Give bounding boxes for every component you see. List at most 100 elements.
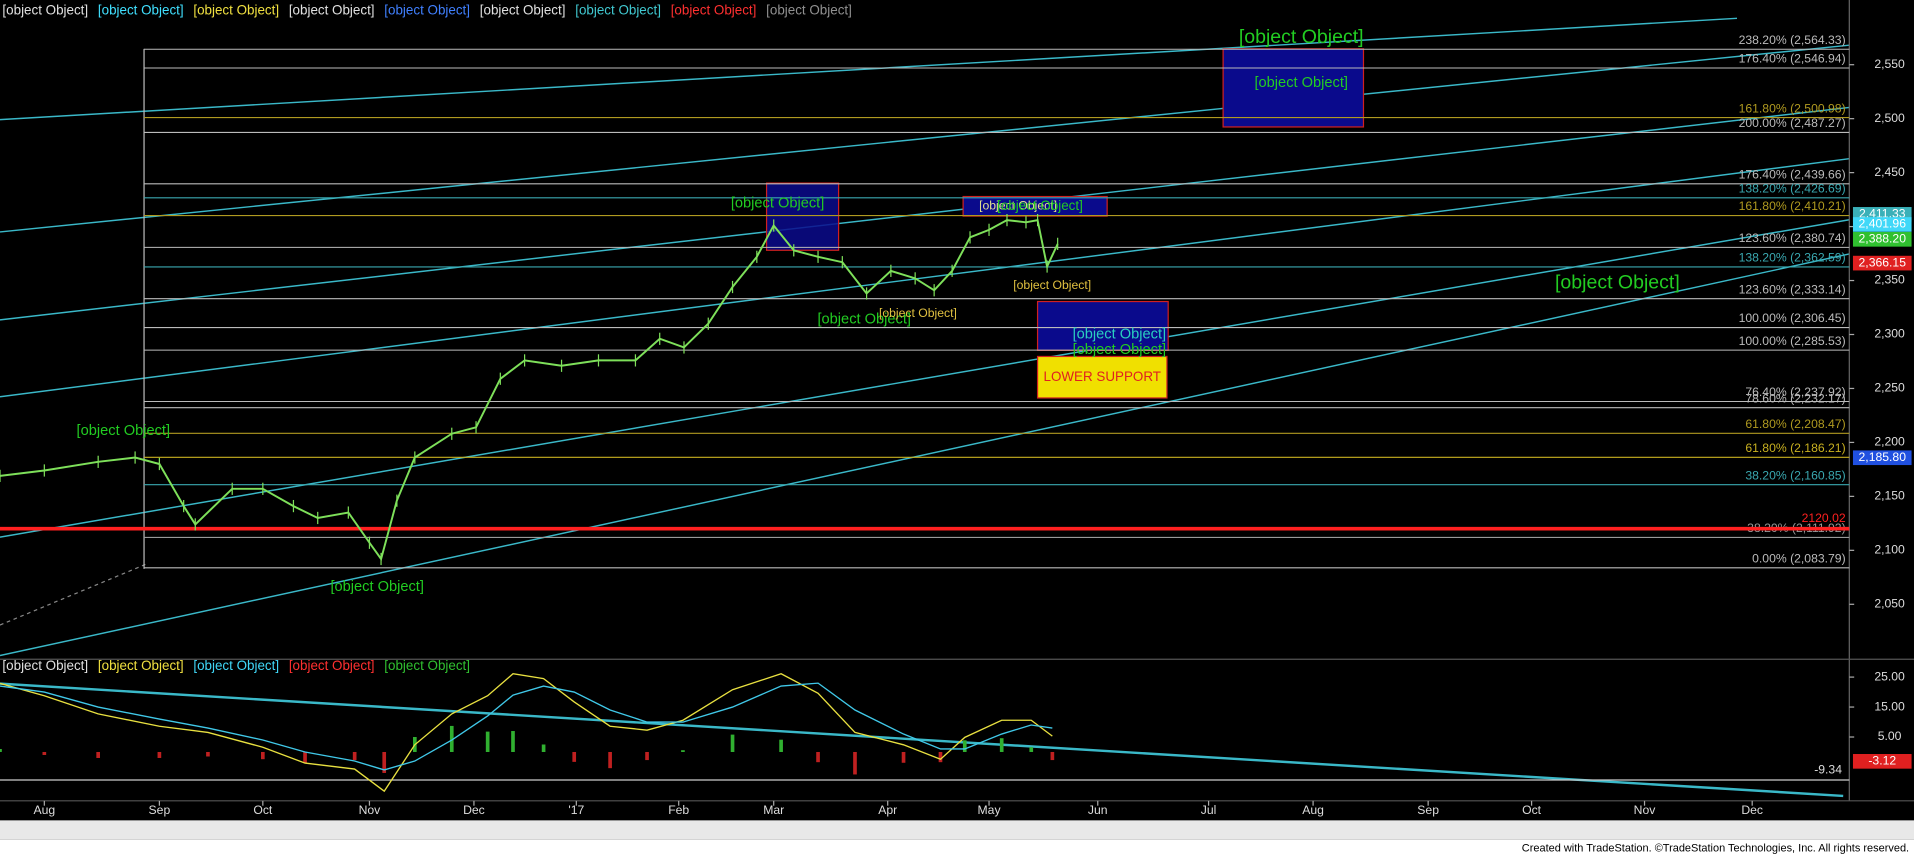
wave-label: [object Object] <box>1073 326 1166 342</box>
wave-label: [object Object] <box>979 199 1057 213</box>
histogram-bar <box>449 725 454 752</box>
footer: Created with TradeStation. ©TradeStation… <box>1522 842 1909 854</box>
histogram-bar <box>645 751 649 761</box>
header-text: [object Object] <box>2 3 88 18</box>
wave-label: [object Object] <box>1555 271 1680 293</box>
x-tick-label: Nov <box>1634 803 1657 817</box>
fib-label: 161.80% (2,410.21) <box>1739 199 1846 213</box>
fib-label: 238.20% (2,564.33) <box>1739 33 1846 47</box>
histogram-bar <box>901 751 906 763</box>
wave-label: [object Object] <box>77 423 170 439</box>
y-tick-label: 15.00 <box>1874 699 1905 713</box>
fib-label: 78.60% (2,232.17) <box>1745 391 1845 405</box>
x-tick-label: Sep <box>1417 803 1439 817</box>
x-tick-label: Mar <box>763 803 784 817</box>
histogram-bar <box>608 751 612 769</box>
y-tick-label: 2,200 <box>1874 435 1905 449</box>
x-tick-label: Jul <box>1201 803 1217 817</box>
footer-bar <box>0 839 1914 856</box>
fib-label: 176.40% (2,546.94) <box>1739 52 1846 66</box>
histogram-bar <box>303 751 307 764</box>
wave-label: [object Object] <box>879 306 957 320</box>
y-tick-label: 25.00 <box>1874 669 1905 683</box>
histogram-bar <box>962 740 967 752</box>
fib-label: 0.00% (2,083.79) <box>1752 551 1846 565</box>
price-marker-label: -3.12 <box>1868 754 1896 768</box>
header-text: [object Object] <box>480 3 566 18</box>
histogram-bar <box>352 751 357 761</box>
support-label: LOWER SUPPORT <box>1044 369 1161 384</box>
fib-label: 38.20% (2,160.85) <box>1745 468 1845 482</box>
x-tick-label: Oct <box>1522 803 1542 817</box>
histogram-bar <box>1050 751 1055 761</box>
wave-label: [object Object] <box>817 312 910 328</box>
header-text: [object Object] <box>289 658 375 673</box>
macd-trendline <box>0 682 1844 798</box>
y-tick-label: 2,250 <box>1874 381 1905 395</box>
y-tick-label: 2,350 <box>1874 273 1905 287</box>
wave-label: [object Object] <box>731 196 824 212</box>
histogram-bar <box>260 751 265 760</box>
x-tick-label: '17 <box>568 803 584 817</box>
series-line <box>0 673 1053 793</box>
x-tick-label: Jun <box>1088 803 1108 817</box>
dotted-line <box>0 563 147 626</box>
header-text: [object Object] <box>193 658 279 673</box>
x-tick-label: May <box>978 803 1002 817</box>
histogram-bar <box>938 751 943 763</box>
price-marker-label: 2,366.15 <box>1859 255 1907 269</box>
x-tick-label: Oct <box>253 803 273 817</box>
y-tick-label: 2,550 <box>1874 57 1905 71</box>
histogram-bar <box>1029 747 1034 752</box>
histogram-bar <box>572 751 577 762</box>
price-marker <box>1852 754 1912 769</box>
fib-label: 100.00% (2,306.45) <box>1739 311 1846 325</box>
y-tick-label: 2,150 <box>1874 489 1905 503</box>
fib-label: 161.80% (2,500.98) <box>1739 101 1846 115</box>
header-text: [object Object] <box>98 658 184 673</box>
price-marker-label: 2,411.33 <box>1859 207 1906 221</box>
fib-label: 138.20% (2,426.69) <box>1739 181 1846 195</box>
wave-label: [object Object] <box>1073 342 1166 358</box>
header-text: [object Object] <box>384 658 470 673</box>
header-text: [object Object] <box>289 3 375 18</box>
histogram-bar <box>779 739 783 752</box>
x-tick-label: Dec <box>463 803 485 817</box>
histogram-bar <box>0 748 2 752</box>
fib-label: 176.40% (2,439.66) <box>1739 167 1846 181</box>
x-tick-label: Apr <box>878 803 897 817</box>
header-text: [object Object] <box>384 3 470 18</box>
histogram-bar <box>485 731 490 752</box>
price-marker-label: 2,401.96 <box>1859 217 1907 231</box>
x-tick-label: Nov <box>359 803 382 817</box>
fib-label: 76.40% (2,237.92) <box>1745 385 1845 399</box>
x-tick-label: Sep <box>149 803 171 817</box>
price-marker-label: 2,185.80 <box>1859 450 1907 464</box>
fib-label: 100.00% (2,285.53) <box>1739 334 1846 348</box>
level-label: 2120.02 <box>1802 511 1846 525</box>
header-text: [object Object] <box>766 3 852 18</box>
header-text: [object Object] <box>671 3 757 18</box>
y-tick-label: 2,300 <box>1874 327 1905 341</box>
series-line <box>0 682 1053 771</box>
histogram-bar <box>816 751 820 763</box>
y-tick-label: 2,050 <box>1874 597 1905 611</box>
histogram-bar <box>730 734 735 752</box>
histogram-bar <box>999 738 1004 752</box>
wave-label: [object Object] <box>1013 278 1091 292</box>
wave-label: [object Object] <box>330 579 423 595</box>
histogram-bar <box>42 751 47 755</box>
fib-label: 61.80% (2,186.21) <box>1745 441 1845 455</box>
header-text: [object Object] <box>2 658 88 673</box>
y-tick-label: 2,450 <box>1874 165 1905 179</box>
scrollbar[interactable] <box>0 820 1914 840</box>
histogram-bar <box>541 744 546 752</box>
level-label: -9.34 <box>1814 762 1842 776</box>
target-box <box>1036 300 1169 351</box>
header-text: [object Object] <box>193 3 279 18</box>
y-tick-label: 5.00 <box>1878 729 1902 743</box>
price-marker <box>1852 217 1912 232</box>
x-tick-label: Feb <box>668 803 689 817</box>
histogram-bar <box>96 751 100 758</box>
